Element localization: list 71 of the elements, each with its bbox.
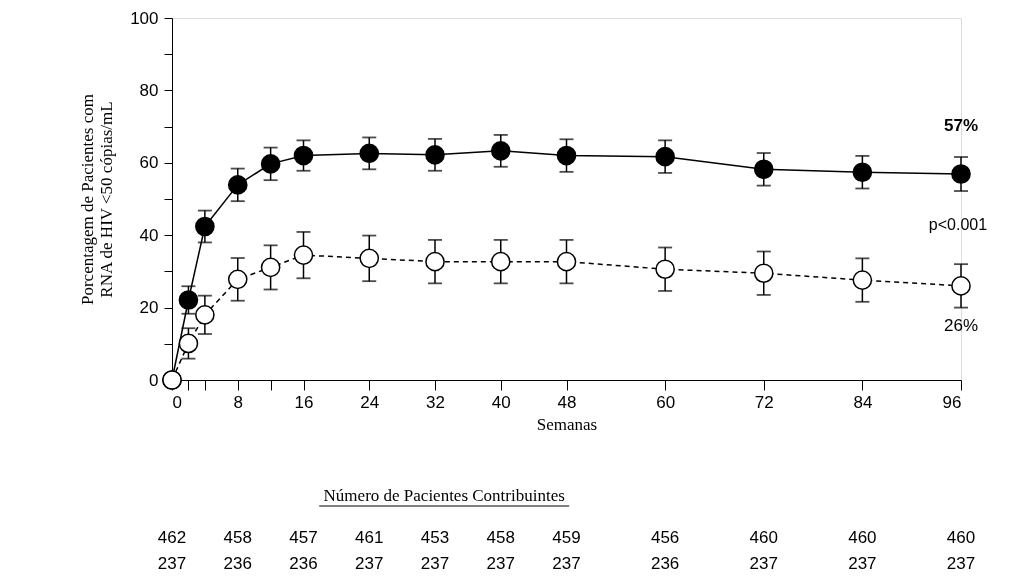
y-tick-label: 100	[130, 8, 159, 28]
point	[655, 259, 675, 280]
point	[556, 145, 577, 166]
text: 460	[749, 528, 778, 547]
point	[425, 145, 445, 165]
y-tick-label: 60	[139, 153, 159, 173]
text: 237	[848, 554, 877, 573]
y-tick-label: 20	[139, 298, 159, 318]
y-tick-label: 0	[149, 370, 159, 390]
x-tick-label: 84	[853, 392, 873, 412]
text: 462	[157, 528, 187, 547]
x-tick-label: 8	[233, 392, 243, 412]
point	[293, 145, 314, 166]
point	[852, 162, 873, 183]
text: 236	[650, 554, 680, 573]
point	[359, 248, 380, 269]
text: 460	[946, 528, 976, 547]
annotation: 26%	[943, 315, 979, 335]
point	[655, 146, 675, 167]
point	[753, 159, 774, 180]
text: Número de Pacientes Contribuintes	[323, 486, 565, 505]
x-tick-label: 48	[557, 392, 577, 412]
text: 237	[420, 554, 450, 573]
x-tick-label: 0	[172, 392, 182, 412]
text: 237	[749, 554, 778, 573]
x-tick-label: 72	[754, 392, 774, 412]
point	[178, 333, 199, 354]
text: 236	[223, 554, 252, 573]
text: 237	[157, 554, 187, 573]
point	[227, 175, 248, 195]
point	[260, 154, 281, 174]
point	[556, 251, 577, 272]
point	[490, 251, 511, 272]
x-tick-label: 32	[426, 392, 445, 412]
point	[178, 290, 199, 310]
point	[260, 257, 281, 278]
text: 459	[552, 528, 581, 547]
text: 457	[289, 528, 318, 547]
text: 458	[223, 528, 252, 547]
point	[227, 269, 248, 290]
point	[293, 245, 314, 265]
y-tick-label: 40	[139, 225, 159, 245]
text: 458	[486, 528, 515, 547]
point	[359, 143, 380, 164]
x-axis-title: Semanas	[536, 414, 598, 434]
point	[490, 141, 511, 161]
annotation: p<0.001	[928, 216, 988, 233]
x-tick-label: 24	[360, 392, 380, 412]
point	[753, 263, 774, 284]
y-axis-title: Porcentagem de Pacientes com RNA de HIV <50 cópias/mL	[78, 93, 117, 306]
text: 237	[486, 554, 515, 573]
point	[195, 216, 215, 237]
x-tick-label: 40	[491, 392, 511, 412]
text: 237	[355, 554, 384, 573]
text: 453	[420, 528, 450, 547]
text: 237	[552, 554, 581, 573]
text: 236	[289, 554, 318, 573]
y-tick-label: 80	[139, 80, 159, 100]
x-tick-label: 96	[942, 392, 962, 412]
point	[425, 251, 445, 272]
text: 237	[946, 554, 976, 573]
text: 460	[848, 528, 877, 547]
point	[852, 270, 873, 290]
text: 456	[650, 528, 680, 547]
point	[951, 164, 971, 184]
x-tick-label: 16	[294, 392, 314, 412]
point	[951, 276, 971, 296]
x-tick-label: 60	[656, 392, 676, 412]
annotation: 57%	[943, 116, 979, 136]
point	[195, 305, 215, 325]
text: 461	[355, 528, 384, 547]
